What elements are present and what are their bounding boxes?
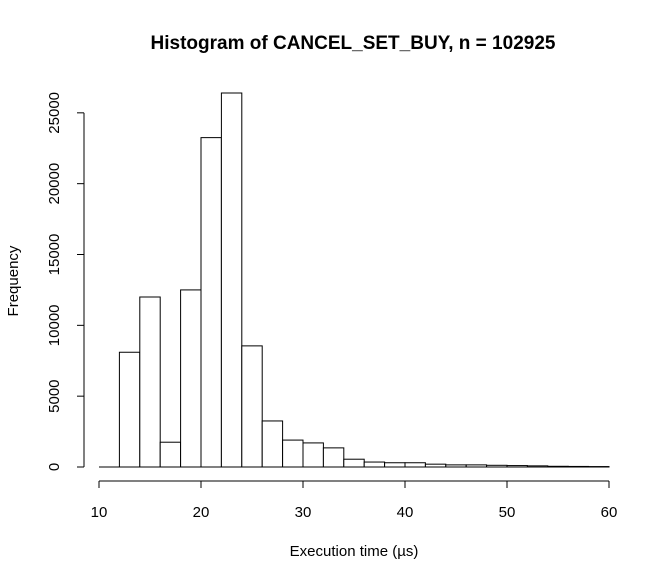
- x-tick-label: 10: [91, 504, 108, 521]
- histogram-bar: [445, 464, 467, 468]
- histogram-bar: [526, 465, 549, 468]
- histogram-bar: [302, 442, 324, 468]
- x-axis: 10 20 30 40 50 60: [91, 480, 618, 521]
- x-tick-label: 30: [295, 504, 312, 521]
- histogram-bar: [180, 289, 202, 468]
- histogram-bar: [118, 351, 141, 468]
- y-tick-label: 5000: [46, 379, 63, 412]
- histogram-bar: [404, 462, 426, 468]
- histogram-bar: [506, 465, 528, 468]
- y-tick-label: 10000: [46, 304, 63, 346]
- x-tick-label: 60: [601, 504, 618, 521]
- histogram-bar: [567, 465, 590, 468]
- x-axis-label: Execution time (µs): [290, 543, 419, 560]
- y-axis-label: Frequency: [5, 245, 22, 316]
- histogram-bar: [322, 447, 345, 468]
- y-tick-label: 15000: [46, 234, 63, 276]
- histogram-bar: [384, 462, 406, 468]
- histogram-bar: [282, 439, 304, 468]
- histogram-bar: [139, 296, 161, 468]
- histogram-bar: [220, 92, 243, 468]
- histogram-bar: [261, 420, 284, 468]
- x-tick-label: 20: [193, 504, 210, 521]
- y-tick-label: 0: [46, 463, 63, 471]
- y-tick-label: 25000: [46, 92, 63, 134]
- histogram-bar: [465, 464, 488, 468]
- y-axis: 0 5000 10000 15000 20000 25000: [46, 92, 85, 471]
- x-tick-label: 40: [397, 504, 414, 521]
- histogram-bar: [159, 441, 182, 468]
- histogram-bar: [486, 464, 508, 468]
- chart-title: Histogram of CANCEL_SET_BUY, n = 102925: [151, 33, 556, 54]
- histogram-bar: [363, 461, 386, 468]
- y-tick-label: 20000: [46, 163, 63, 205]
- histogram-bar: [547, 465, 569, 468]
- histogram-bar: [200, 137, 222, 468]
- histogram-bar: [343, 458, 365, 468]
- x-tick-label: 50: [499, 504, 516, 521]
- histogram-bars: [99, 92, 610, 468]
- histogram-bar: [241, 345, 263, 468]
- histogram-bar: [424, 463, 447, 468]
